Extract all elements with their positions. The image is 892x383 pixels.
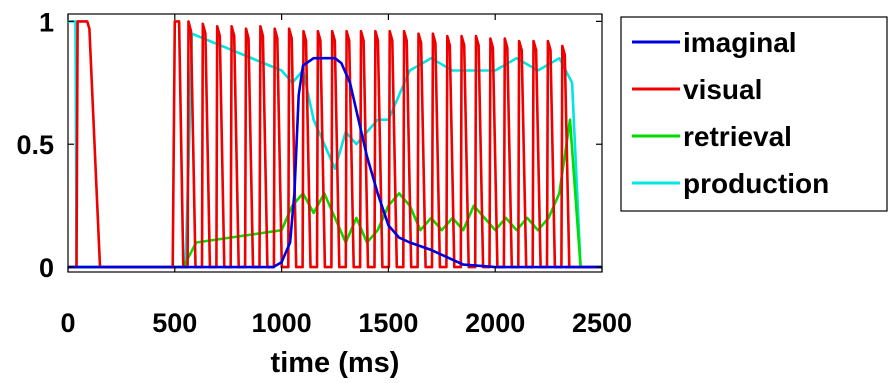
- y-tick-label: 1: [39, 7, 54, 37]
- series-line-retrieval: [68, 118, 602, 269]
- x-tick-label: 0: [60, 308, 75, 338]
- series-layer: [68, 20, 602, 269]
- x-tick-label: 1000: [252, 308, 312, 338]
- legend-entries: imaginal visual retrieval production: [632, 27, 829, 199]
- axis-layer: 0 500 1000 1500 2000 2500 0 0.5 1: [16, 7, 632, 338]
- x-tick-label: 500: [152, 308, 197, 338]
- legend-box: [620, 16, 888, 212]
- x-axis-label: time (ms): [271, 347, 400, 379]
- y-tick-label: 0.5: [16, 130, 54, 160]
- x-tick-label: 1500: [358, 308, 418, 338]
- x-tick-label: 2500: [572, 308, 632, 338]
- x-tick-label: 2000: [465, 308, 525, 338]
- legend-label-retrieval: retrieval: [683, 121, 792, 152]
- series-line-imaginal: [68, 56, 602, 269]
- legend-label-production: production: [683, 168, 829, 199]
- series-line-visual: [68, 20, 602, 269]
- y-tick-label: 0: [39, 253, 54, 283]
- legend: imaginal visual retrieval production: [620, 16, 888, 212]
- legend-label-visual: visual: [683, 74, 762, 105]
- legend-label-imaginal: imaginal: [683, 27, 797, 58]
